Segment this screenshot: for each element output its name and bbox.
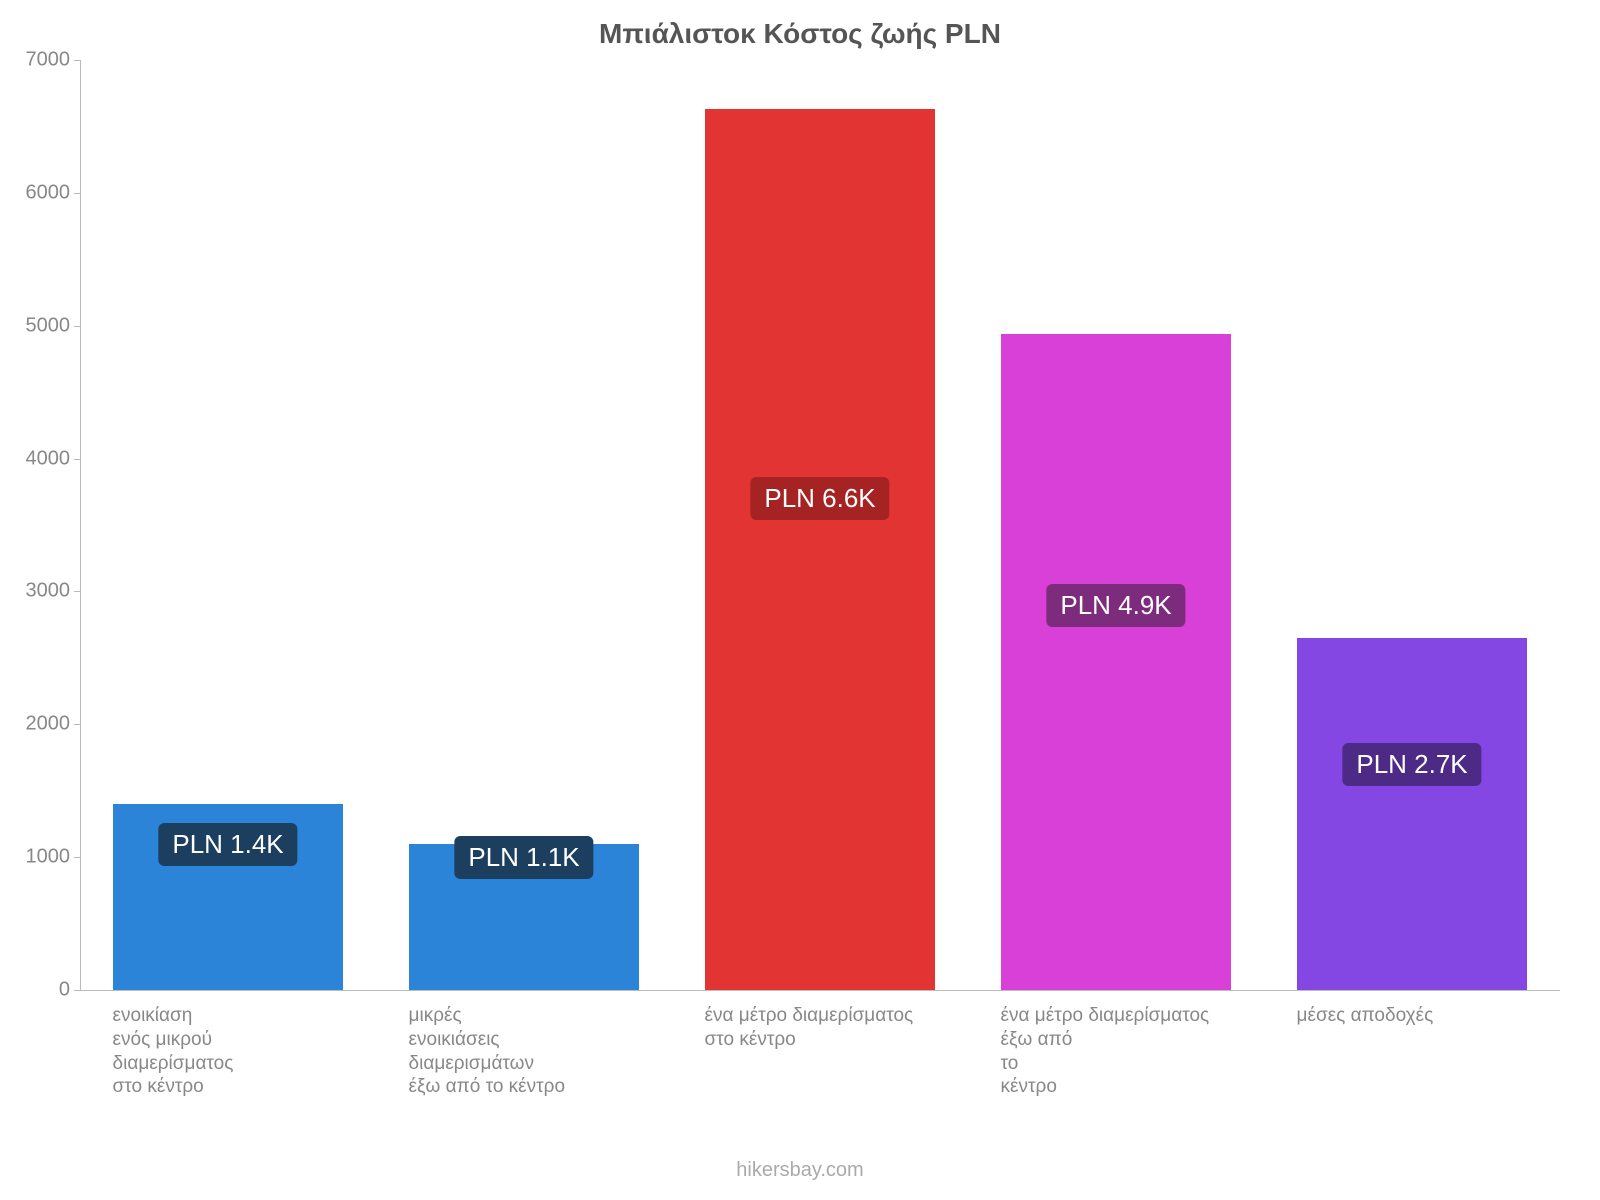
value-badge: PLN 6.6K xyxy=(750,477,889,520)
chart-footer: hikersbay.com xyxy=(0,1159,1600,1182)
value-badge: PLN 1.4K xyxy=(158,823,297,866)
y-tick-label: 6000 xyxy=(10,181,70,204)
y-tick-mark xyxy=(74,326,80,327)
x-axis-line xyxy=(80,990,1560,991)
y-tick-label: 4000 xyxy=(10,447,70,470)
x-axis-label: μικρέςενοικιάσειςδιαμερισμάτωνέξω από το… xyxy=(409,1004,680,1099)
value-badge: PLN 1.1K xyxy=(454,836,593,879)
y-tick-label: 2000 xyxy=(10,713,70,736)
chart-container: Μπιάλιστοκ Κόστος ζωής PLN 0100020003000… xyxy=(0,0,1600,1200)
bar xyxy=(1297,638,1528,990)
plot-area: 01000200030004000500060007000PLN 1.4Kενο… xyxy=(80,60,1560,990)
y-tick-mark xyxy=(74,193,80,194)
y-tick-mark xyxy=(74,459,80,460)
y-axis-line xyxy=(80,60,81,990)
y-tick-label: 0 xyxy=(10,979,70,1002)
y-tick-mark xyxy=(74,60,80,61)
value-badge: PLN 4.9K xyxy=(1046,584,1185,627)
x-axis-label: ενοικίασηενός μικρούδιαμερίσματοςστο κέν… xyxy=(113,1004,384,1099)
y-tick-label: 5000 xyxy=(10,314,70,337)
bar xyxy=(1001,334,1232,990)
x-axis-label: ένα μέτρο διαμερίσματοςέξω απότοκέντρο xyxy=(1001,1004,1272,1099)
y-tick-mark xyxy=(74,857,80,858)
chart-title: Μπιάλιστοκ Κόστος ζωής PLN xyxy=(0,18,1600,50)
bar xyxy=(705,109,936,990)
y-tick-label: 7000 xyxy=(10,49,70,72)
y-tick-mark xyxy=(74,591,80,592)
x-axis-label: ένα μέτρο διαμερίσματοςστο κέντρο xyxy=(705,1004,976,1052)
y-tick-label: 3000 xyxy=(10,580,70,603)
y-tick-mark xyxy=(74,724,80,725)
y-tick-label: 1000 xyxy=(10,846,70,869)
y-tick-mark xyxy=(74,990,80,991)
value-badge: PLN 2.7K xyxy=(1342,743,1481,786)
x-axis-label: μέσες αποδοχές xyxy=(1297,1004,1568,1028)
